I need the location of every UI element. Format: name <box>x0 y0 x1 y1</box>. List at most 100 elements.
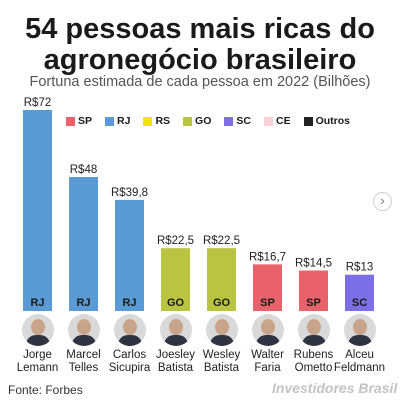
avatar-head-shape <box>76 319 91 335</box>
person-name: Marcel Telles <box>56 349 112 375</box>
source-note: Fonte: Forbes <box>8 383 83 397</box>
legend-item-ce: CE <box>263 115 291 127</box>
state-label-6: SP <box>260 297 275 309</box>
person-name: Wesley Batista <box>194 349 250 375</box>
state-label-4: GO <box>167 297 185 309</box>
avatar <box>343 314 376 346</box>
legend-label-sc: SC <box>236 115 251 127</box>
legend-swatch-sp <box>66 116 75 126</box>
next-slide-button[interactable]: › <box>373 192 392 211</box>
legend-item-sc: SC <box>224 115 251 127</box>
avatar-head-shape <box>122 319 137 335</box>
value-label-5: R$22,5 <box>203 235 240 247</box>
person-last-name: Ometto <box>294 362 333 374</box>
state-label-3: RJ <box>122 297 136 309</box>
bar-3 <box>115 199 144 311</box>
avatar-body-shape <box>71 335 96 346</box>
person-first-name: Wesley <box>202 349 241 361</box>
legend-item-rj: RJ <box>105 115 130 127</box>
person-name: Carlos Sicupira <box>102 349 158 375</box>
avatar <box>67 314 100 346</box>
person-6: Walter Faria <box>240 314 296 375</box>
person-3: Carlos Sicupira <box>102 314 158 375</box>
avatar <box>159 314 192 346</box>
avatar-head-shape <box>168 319 183 335</box>
person-first-name: Marcel <box>66 349 101 361</box>
state-label-1: RJ <box>30 297 44 309</box>
person-8: Alceu Feldmann <box>332 314 388 375</box>
avatar <box>21 314 54 346</box>
avatar-body-shape <box>163 335 188 346</box>
value-label-7: R$14,5 <box>295 258 332 270</box>
value-label-4: R$22,5 <box>157 235 194 247</box>
value-label-3: R$39,8 <box>111 187 148 199</box>
person-last-name: Sicupira <box>108 362 151 374</box>
legend-swatch-go <box>183 116 193 126</box>
person-first-name: Joesley <box>156 349 195 361</box>
avatar-head-shape <box>260 319 275 335</box>
bar-2 <box>69 177 98 311</box>
person-name: Jorge Lemann <box>10 349 66 375</box>
bar-4 <box>161 248 190 311</box>
bar-7 <box>299 270 328 311</box>
chevron-right-icon: › <box>380 193 385 208</box>
avatar-body-shape <box>25 335 50 346</box>
person-5: Wesley Batista <box>194 314 250 375</box>
person-name: Walter Faria <box>240 349 296 375</box>
value-label-6: R$16,7 <box>249 251 286 263</box>
chart-subtitle: Fortuna estimada de cada pessoa em 2022 … <box>29 74 371 90</box>
avatar <box>251 314 284 346</box>
legend-item-sp: SP <box>66 115 92 127</box>
avatar-body-shape <box>255 335 280 346</box>
person-1: Jorge Lemann <box>10 314 66 375</box>
avatar <box>297 314 330 346</box>
avatar-body-shape <box>347 335 372 346</box>
legend-item-rs: RS <box>143 115 170 127</box>
legend-label-ce: CE <box>275 115 291 127</box>
legend-label-rs: RS <box>155 115 171 127</box>
avatar-body-shape <box>209 335 234 346</box>
bar-1 <box>23 110 52 311</box>
state-label-7: SP <box>306 297 321 309</box>
person-last-name: Lemann <box>16 362 59 374</box>
person-first-name: Jorge <box>23 349 52 361</box>
bar-6 <box>253 264 282 311</box>
legend-item-outros: Outros <box>303 115 350 127</box>
avatar-head-shape <box>214 319 229 335</box>
person-last-name: Faria <box>254 362 281 374</box>
brand-watermark: Investidores Brasil <box>272 380 398 396</box>
legend-swatch-rs <box>143 116 153 126</box>
avatar-head-shape <box>352 319 367 335</box>
legend-item-go: GO <box>183 115 211 127</box>
person-first-name: Walter <box>251 349 284 361</box>
person-first-name: Rubens <box>293 349 334 361</box>
person-name: Joesley Batista <box>148 349 204 375</box>
value-label-1: R$72 <box>24 97 52 109</box>
avatar-body-shape <box>117 335 142 346</box>
legend-swatch-outros <box>303 116 313 126</box>
legend-swatch-ce <box>263 116 273 126</box>
legend-swatch-sc <box>224 116 234 126</box>
chart-title-line2: agronegócio brasileiro <box>43 44 357 76</box>
avatar <box>205 314 238 346</box>
avatar-head-shape <box>30 319 45 335</box>
chart-title-line1: 54 pessoas mais ricas do <box>25 13 375 45</box>
person-7: Rubens Ometto <box>286 314 342 375</box>
person-first-name: Carlos <box>112 349 147 361</box>
person-name: Rubens Ometto <box>286 349 342 375</box>
person-last-name: Telles <box>68 362 99 374</box>
state-label-5: GO <box>213 297 231 309</box>
legend-label-sp: SP <box>78 115 93 127</box>
value-label-2: R$48 <box>70 164 98 176</box>
state-label-8: SC <box>352 297 367 309</box>
person-last-name: Batista <box>203 362 240 374</box>
avatar-body-shape <box>301 335 326 346</box>
avatar <box>113 314 146 346</box>
legend-label-outros: Outros <box>315 115 350 127</box>
person-last-name: Feldmann <box>333 362 386 374</box>
legend: SP RJ RS GO SC CE Outros <box>66 115 350 127</box>
person-name: Alceu Feldmann <box>332 349 388 375</box>
person-2: Marcel Telles <box>56 314 112 375</box>
person-last-name: Batista <box>157 362 194 374</box>
